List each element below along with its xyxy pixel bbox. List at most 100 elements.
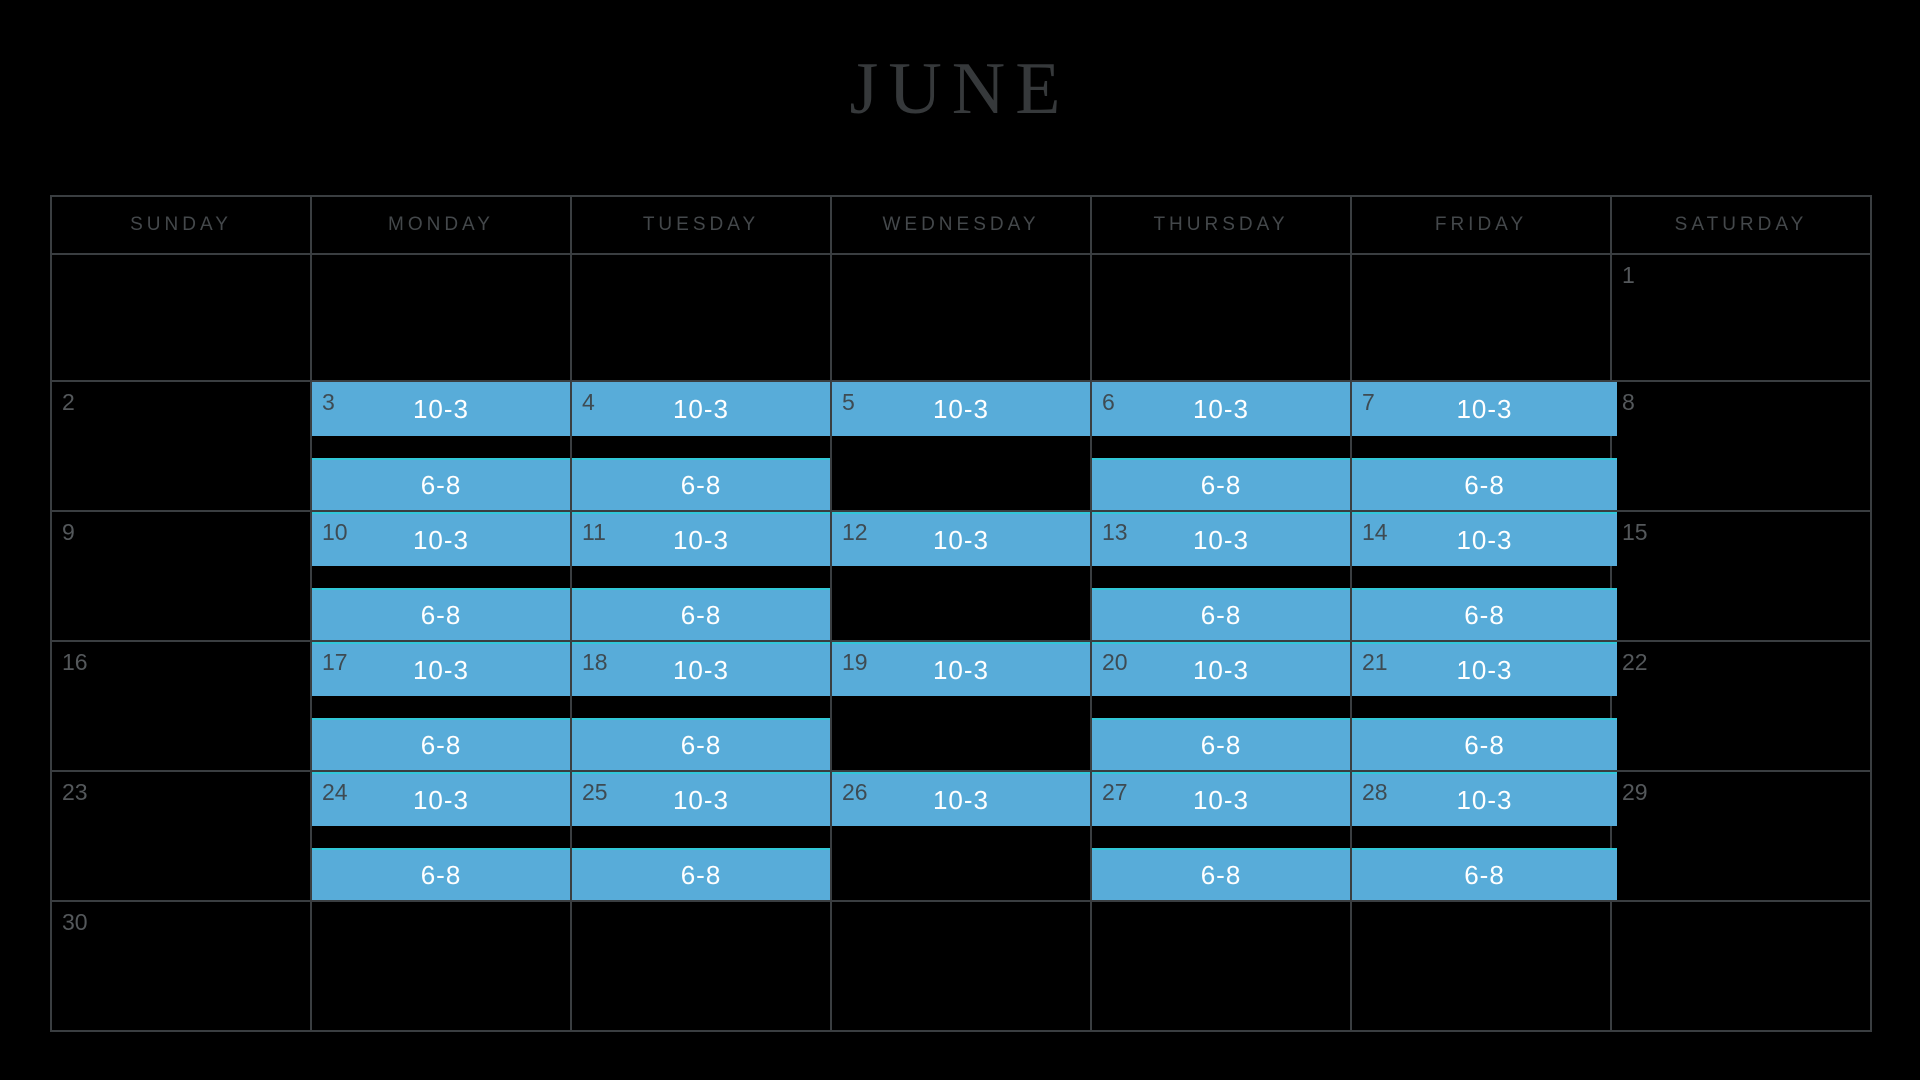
day-cell-empty: [52, 255, 312, 382]
day-cell-14: 10-3 6-8 14: [1352, 512, 1617, 642]
day-number: 6: [1102, 389, 1115, 415]
event-bar-morning: 10-3: [312, 772, 570, 826]
day-number: 11: [582, 519, 606, 545]
day-number: 8: [1622, 389, 1635, 415]
weekday-header-friday: FRIDAY: [1352, 197, 1612, 255]
day-cell-15: 15: [1612, 512, 1872, 642]
day-cell-empty: [832, 902, 1092, 1032]
day-cell-17: 10-3 6-8 17: [312, 642, 572, 772]
day-number: 25: [582, 779, 608, 805]
day-cell-28: 10-3 6-8 28: [1352, 772, 1617, 902]
day-number: 21: [1362, 649, 1388, 675]
day-number: 9: [62, 519, 75, 545]
event-bar-morning: 10-3: [1352, 772, 1617, 826]
day-number: 1: [1622, 262, 1635, 288]
day-number: 26: [842, 779, 868, 805]
day-number: 18: [582, 649, 608, 675]
event-bar-morning: 10-3: [1092, 772, 1350, 826]
event-bar-evening: 6-8: [312, 458, 570, 510]
event-bar-morning: 10-3: [832, 382, 1090, 436]
day-number: 3: [322, 389, 335, 415]
weekday-header-monday: MONDAY: [312, 197, 572, 255]
day-cell-empty: [1612, 902, 1872, 1032]
event-bar-evening: 6-8: [1352, 458, 1617, 510]
day-cell-18: 10-3 6-8 18: [572, 642, 832, 772]
event-bar-morning: 10-3: [572, 772, 830, 826]
day-cell-3: 10-3 6-8 3: [312, 382, 572, 512]
event-bar-morning: 10-3: [572, 642, 830, 696]
event-bar-evening: 6-8: [1092, 718, 1350, 770]
event-bar-evening: 6-8: [312, 718, 570, 770]
event-bar-morning: 10-3: [312, 382, 570, 436]
calendar-grid: SUNDAY MONDAY TUESDAY WEDNESDAY THURSDAY FRID…: [50, 195, 1872, 1032]
event-bar-evening: 6-8: [1352, 588, 1617, 640]
event-bar-morning: 10-3: [832, 642, 1090, 696]
day-cell-16: 16: [52, 642, 312, 772]
day-cell-12: 10-3 12: [832, 512, 1092, 642]
day-cell-24: 10-3 6-8 24: [312, 772, 572, 902]
day-number: 5: [842, 389, 855, 415]
day-cell-empty: [312, 902, 572, 1032]
day-cell-11: 10-3 6-8 11: [572, 512, 832, 642]
event-bar-morning: 10-3: [1092, 642, 1350, 696]
day-cell-9: 9: [52, 512, 312, 642]
event-bar-morning: 10-3: [832, 512, 1090, 566]
day-cell-21: 10-3 6-8 21: [1352, 642, 1617, 772]
event-bar-morning: 10-3: [312, 642, 570, 696]
event-bar-evening: 6-8: [572, 718, 830, 770]
event-bar-evening: 6-8: [1092, 848, 1350, 900]
event-bar-morning: 10-3: [572, 512, 830, 566]
day-cell-empty: [1352, 255, 1612, 382]
day-cell-26: 10-3 26: [832, 772, 1092, 902]
day-cell-empty: [1092, 902, 1352, 1032]
day-number: 19: [842, 649, 868, 675]
day-cell-empty: [1092, 255, 1352, 382]
weekday-header-tuesday: TUESDAY: [572, 197, 832, 255]
event-bar-evening: 6-8: [572, 848, 830, 900]
month-title: JUNE: [849, 48, 1071, 130]
event-bar-evening: 6-8: [1352, 848, 1617, 900]
event-bar-evening: 6-8: [312, 848, 570, 900]
day-cell-empty: [832, 255, 1092, 382]
event-bar-morning: 10-3: [312, 512, 570, 566]
day-number: 23: [62, 779, 88, 805]
event-bar-morning: 10-3: [1352, 512, 1617, 566]
day-number: 2: [62, 389, 75, 415]
day-number: 22: [1622, 649, 1648, 675]
day-cell-29: 29: [1612, 772, 1872, 902]
event-bar-morning: 10-3: [1352, 642, 1617, 696]
day-cell-empty: [572, 255, 832, 382]
day-number: 30: [62, 909, 88, 935]
event-bar-evening: 6-8: [1352, 718, 1617, 770]
day-number: 16: [62, 649, 88, 675]
event-bar-evening: 6-8: [572, 458, 830, 510]
day-cell-25: 10-3 6-8 25: [572, 772, 832, 902]
day-cell-22: 22: [1612, 642, 1872, 772]
day-number: 7: [1362, 389, 1375, 415]
day-number: 12: [842, 519, 868, 545]
day-cell-30: 30: [52, 902, 312, 1032]
day-number: 4: [582, 389, 595, 415]
day-cell-7: 10-3 6-8 7: [1352, 382, 1617, 512]
event-bar-morning: 10-3: [832, 772, 1090, 826]
day-number: 20: [1102, 649, 1128, 675]
day-cell-empty: [1352, 902, 1612, 1032]
day-cell-27: 10-3 6-8 27: [1092, 772, 1352, 902]
day-cell-empty: [572, 902, 832, 1032]
event-bar-morning: 10-3: [1092, 512, 1350, 566]
day-number: 10: [322, 519, 348, 545]
day-number: 14: [1362, 519, 1388, 545]
event-bar-morning: 10-3: [572, 382, 830, 436]
day-cell-8: 8: [1612, 382, 1872, 512]
weekday-header-thursday: THURSDAY: [1092, 197, 1352, 255]
event-bar-evening: 6-8: [1092, 588, 1350, 640]
weekday-header-saturday: SATURDAY: [1612, 197, 1872, 255]
day-number: 27: [1102, 779, 1128, 805]
day-number: 28: [1362, 779, 1388, 805]
day-cell-19: 10-3 19: [832, 642, 1092, 772]
weekday-header-wednesday: WEDNESDAY: [832, 197, 1092, 255]
day-cell-23: 23: [52, 772, 312, 902]
day-cell-6: 10-3 6-8 6: [1092, 382, 1352, 512]
day-cell-1: 1: [1612, 255, 1872, 382]
day-cell-10: 10-3 6-8 10: [312, 512, 572, 642]
